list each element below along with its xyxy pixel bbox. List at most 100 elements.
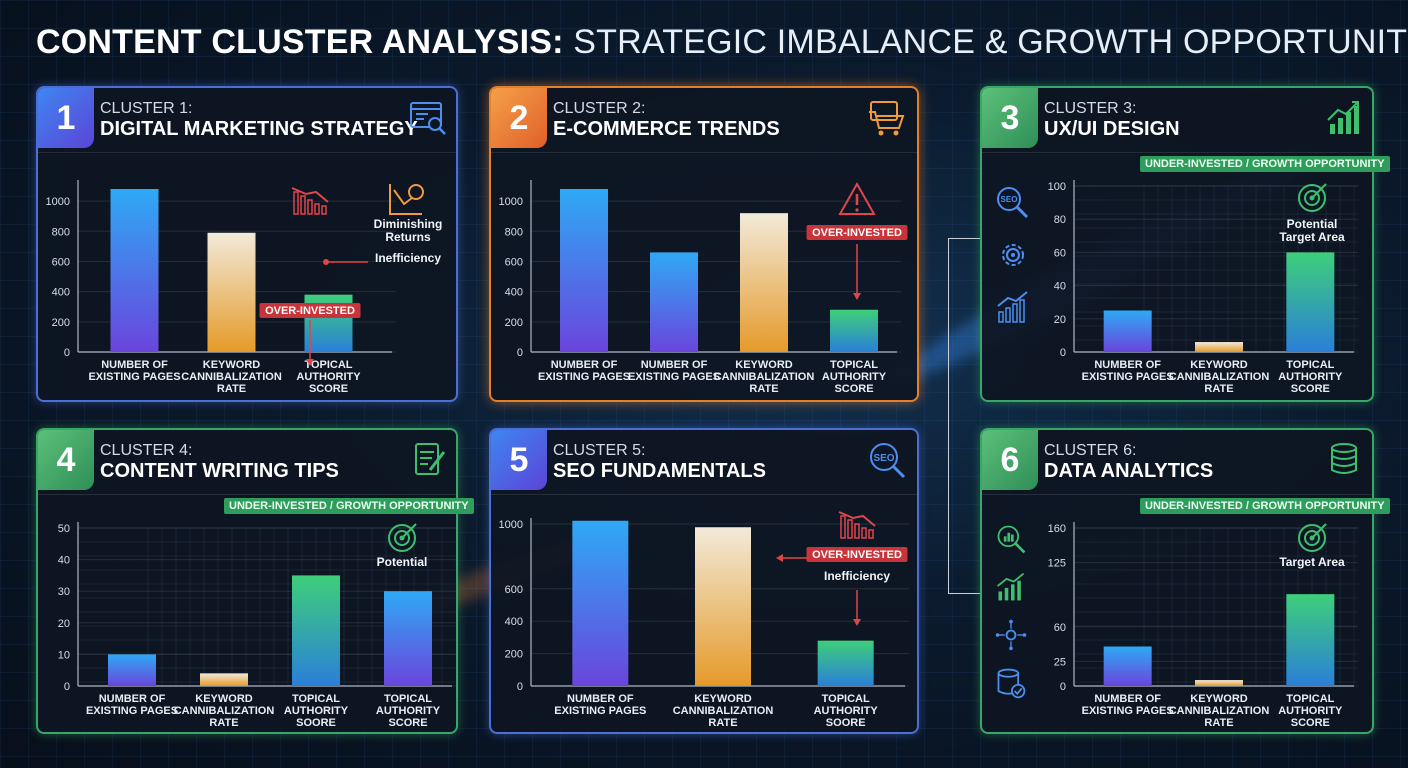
bar xyxy=(292,575,340,686)
arrowhead xyxy=(306,359,314,366)
y-tick-label: 160 xyxy=(1048,523,1066,535)
growth-chart-icon xyxy=(997,572,1025,601)
x-tick-label: KEYWORD CANNIBALIZATION RATE xyxy=(714,359,815,395)
y-tick-label: 600 xyxy=(505,256,523,268)
y-tick-label: 0 xyxy=(64,681,70,693)
y-tick-label: 60 xyxy=(1054,622,1066,634)
x-tick-label: NUMBER OF EXISTING PAGES xyxy=(1082,359,1174,383)
y-tick-label: 100 xyxy=(1048,181,1066,193)
cluster-number-badge: 4 xyxy=(38,430,94,490)
growth-chart-icon xyxy=(997,291,1028,323)
under-invested-tag: UNDER-INVESTED / GROWTH OPPORTUNITY xyxy=(1140,156,1390,172)
bar xyxy=(740,213,788,352)
x-tick-label: NUMBER OF EXISTING PAGES xyxy=(1082,693,1174,717)
cluster-number-badge: 1 xyxy=(38,88,94,148)
bar xyxy=(200,673,248,686)
bar xyxy=(207,232,256,352)
bar xyxy=(384,591,432,686)
y-tick-label: 50 xyxy=(58,523,70,535)
bar xyxy=(650,252,698,352)
y-tick-label: 1000 xyxy=(46,196,70,208)
x-tick-label: TOPICAL AUTHORITY SCORE xyxy=(822,359,887,395)
over-invested-tag xyxy=(259,303,361,318)
bar xyxy=(695,527,751,686)
bar xyxy=(1195,680,1243,686)
x-tick-label: NUMBER OF EXISTING PAGES xyxy=(88,359,180,383)
y-tick-label: 400 xyxy=(52,287,70,299)
cluster-title: E-COMMERCE TRENDS xyxy=(553,118,780,140)
bar-chart: 0 20 40 60 80 100 NUMBER OF EXISTING PAGESKEYWO… xyxy=(1048,180,1358,395)
bar-chart: 0 200 400 600 800 1000 NUMBER OF EXISTING PAGES… xyxy=(46,180,442,395)
bar-chart: 0 10 20 30 40 50 NUMBER OF EXISTING PAGESKEYWOR… xyxy=(58,522,456,729)
y-tick-label: 25 xyxy=(1054,656,1066,668)
cluster-subtitle: CLUSTER 1: xyxy=(100,100,193,117)
cluster-title: DATA ANALYTICS xyxy=(1044,460,1214,482)
cluster-subtitle: CLUSTER 2: xyxy=(553,100,646,117)
side-icon-column: SEO xyxy=(994,184,1034,340)
document-pencil-icon xyxy=(415,443,446,475)
y-tick-label: 800 xyxy=(52,226,70,238)
bar xyxy=(1286,594,1335,686)
connector-line xyxy=(948,238,981,594)
y-tick-label: 400 xyxy=(505,287,523,299)
bar-chart: 0 200 400 600 1000 NUMBER OF EXISTING PAGES KEY… xyxy=(499,511,909,729)
x-tick-label: TOPICAL AUTHORITY SOORE xyxy=(814,693,879,729)
warning-icon xyxy=(838,181,876,215)
panel-divider xyxy=(38,152,456,153)
analytics-search-icon xyxy=(997,525,1026,554)
panel-divider xyxy=(38,494,456,495)
panel-divider xyxy=(491,494,917,495)
database-check-icon xyxy=(997,668,1026,699)
cluster-panel-5: 5 CLUSTER 5: SEO FUNDAMENTALS SEO 0 200 40… xyxy=(489,428,919,734)
y-tick-label: 200 xyxy=(52,317,70,329)
target-icon xyxy=(1298,523,1327,552)
cluster-panel-6: 6 CLUSTER 6: DATA ANALYTICS UNDER-INVEST… xyxy=(980,428,1390,734)
seo-magnifier-icon: SEO xyxy=(997,187,1029,219)
bar xyxy=(1103,310,1152,352)
bar xyxy=(817,640,874,686)
page-title-sub: STRATEGIC IMBALANCE & GROWTH OPPORTUNITI… xyxy=(573,23,1408,61)
y-tick-label: 400 xyxy=(505,616,523,628)
seo-magnifier-icon: SEO xyxy=(870,443,906,479)
panel-divider xyxy=(982,152,1372,153)
y-tick-label: 20 xyxy=(58,618,70,630)
target-icon xyxy=(388,523,417,552)
x-tick-label: KEYWORD CANNIBALIZATION RATE xyxy=(673,693,774,729)
cluster-subtitle: CLUSTER 3: xyxy=(1044,100,1137,117)
cluster-title: DIGITAL MARKETING STRATEGY xyxy=(100,118,418,140)
bar xyxy=(1195,342,1243,352)
x-tick-label: TOPICAL AUTHORITY SCORE xyxy=(296,359,361,395)
arrowhead xyxy=(776,554,783,562)
y-tick-label: 40 xyxy=(58,555,70,567)
browser-search-icon xyxy=(410,102,446,135)
cluster-number-badge: 3 xyxy=(982,88,1038,148)
y-tick-label: 800 xyxy=(505,226,523,238)
page-title-main: CONTENT CLUSTER ANALYSIS: xyxy=(36,23,564,61)
cluster-panel-2: 2 CLUSTER 2: E-COMMERCE TRENDS 0 200 400 60… xyxy=(489,86,919,402)
x-tick-label: TOPICAL AUTHORITY SCORE xyxy=(1278,693,1343,729)
database-icon xyxy=(1331,443,1357,474)
shopping-cart-icon xyxy=(869,101,905,136)
svg-text:SEO: SEO xyxy=(1001,195,1018,204)
bar xyxy=(560,189,608,352)
panel-divider xyxy=(982,494,1372,495)
under-invested-tag: UNDER-INVESTED / GROWTH OPPORTUNITY xyxy=(224,498,474,514)
over-invested-label: OVER-INVESTED xyxy=(812,549,902,561)
y-tick-label: 1000 xyxy=(499,196,523,208)
page-title: CONTENT CLUSTER ANALYSIS: STRATEGIC IMBA… xyxy=(36,20,1408,64)
bar-chart: 0 200 400 600 800 1000 NUMBER OF EXISTING PAGES… xyxy=(499,180,908,395)
target-icon xyxy=(1298,183,1327,212)
y-tick-label: 125 xyxy=(1048,558,1066,570)
annotation-note: Inefficiency xyxy=(824,569,890,583)
diminishing-returns-icon xyxy=(389,184,424,215)
over-invested-label: OVER-INVESTED xyxy=(812,227,902,239)
over-invested-label: OVER-INVESTED xyxy=(265,305,355,317)
y-tick-label: 80 xyxy=(1054,214,1066,226)
panel-divider xyxy=(491,152,917,153)
cluster-number-badge: 6 xyxy=(982,430,1038,490)
arrowhead xyxy=(853,619,861,626)
y-tick-label: 10 xyxy=(58,649,70,661)
cluster-subtitle: CLUSTER 6: xyxy=(1044,442,1137,459)
annotation-note: Potential Target Area xyxy=(1279,217,1345,244)
y-tick-label: 30 xyxy=(58,586,70,598)
